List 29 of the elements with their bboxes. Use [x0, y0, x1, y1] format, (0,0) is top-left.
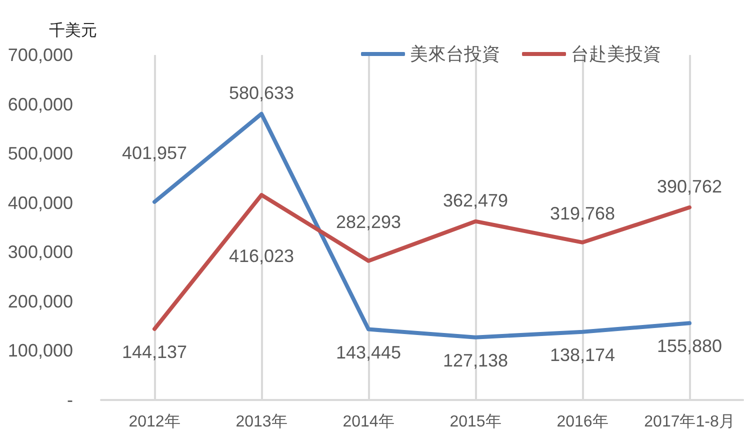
data-label: 155,880: [656, 336, 722, 356]
x-tick-label: 2016年: [556, 414, 608, 430]
x-tick-label: 2014年: [342, 414, 394, 430]
data-label: 390,762: [656, 176, 722, 196]
x-tick-label: 2017年1-8月: [644, 414, 735, 430]
data-label: 362,479: [442, 190, 508, 210]
data-label: 580,633: [228, 82, 294, 103]
data-label: 138,174: [550, 344, 616, 365]
data-label: 144,137: [122, 342, 188, 362]
legend-label: 台赴美投資: [571, 44, 661, 64]
y-tick-label: 600,000: [8, 94, 73, 114]
y-tick-label: 500,000: [8, 144, 73, 164]
y-tick-label: 700,000: [8, 45, 73, 65]
y-tick-label: 100,000: [8, 340, 73, 361]
data-label: 282,293: [336, 212, 402, 232]
data-label: 143,445: [336, 342, 402, 362]
y-tick-label: 300,000: [8, 242, 73, 262]
y-axis-title: 千美元: [49, 22, 97, 40]
data-label: 401,957: [122, 142, 188, 163]
y-tick-label: 200,000: [8, 291, 73, 312]
x-tick-label: 2013年: [236, 414, 288, 430]
x-tick-label: 2012年: [128, 414, 180, 430]
data-label: 416,023: [228, 246, 294, 266]
y-tick-label: -: [67, 390, 73, 410]
x-tick-label: 2015年: [450, 414, 502, 430]
data-label: 127,138: [442, 350, 508, 370]
legend-label: 美來台投資: [410, 44, 500, 64]
y-tick-label: 400,000: [8, 192, 73, 213]
data-label: 319,768: [550, 203, 616, 224]
